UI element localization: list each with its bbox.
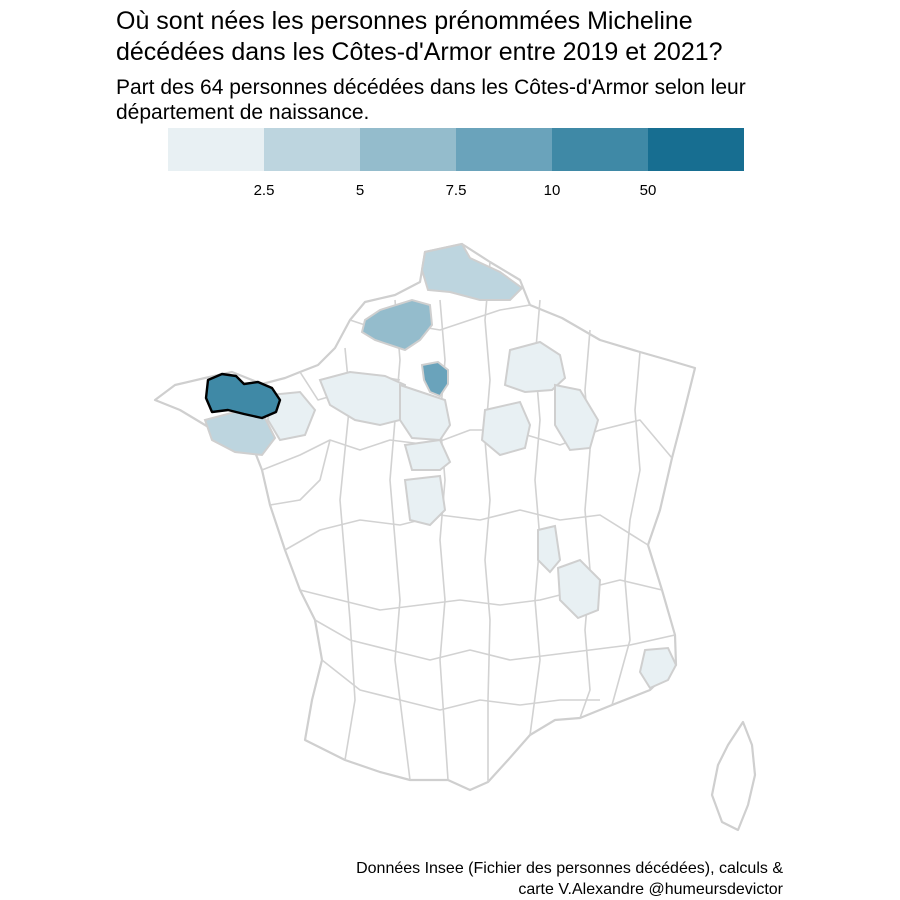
- department-yvelines: [420, 360, 449, 398]
- department-isere: [556, 558, 602, 620]
- map-title: Où sont nées les personnes prénommées Mi…: [116, 6, 876, 68]
- subtitle-line-2: département de naissance.: [116, 101, 370, 124]
- department-loiret: [399, 383, 452, 442]
- france-departments-map: [153, 242, 757, 832]
- department-creuse: [403, 474, 447, 527]
- department-haute-marne: [554, 383, 600, 452]
- title-line-1: Où sont nées les personnes prénommées Mi…: [116, 7, 693, 35]
- legend-swatch-6: [648, 128, 744, 171]
- map-subtitle: Part des 64 personnes décédées dans les …: [116, 75, 876, 125]
- department-cotes-d-armor: [204, 372, 282, 420]
- department-yonne: [480, 400, 532, 457]
- legend-tick: 5: [355, 182, 365, 199]
- legend-swatch-4: [456, 128, 552, 171]
- legend-swatch-3: [360, 128, 456, 171]
- department-morbihan: [203, 410, 277, 457]
- legend-tick: 50: [639, 182, 657, 199]
- title-line-2: décédées dans les Côtes-d'Armor entre 20…: [116, 38, 723, 66]
- color-legend: [168, 128, 744, 171]
- subtitle-line-1: Part des 64 personnes décédées dans les …: [116, 76, 746, 99]
- legend-tick: 7.5: [445, 182, 467, 199]
- legend-ticks: 2.5 5 7.5 10 50: [168, 182, 744, 202]
- source-caption: Données Insee (Fichier des personnes déc…: [356, 858, 783, 900]
- department-seine-maritime: [360, 298, 434, 352]
- department-marne: [503, 340, 567, 394]
- caption-line-2: carte V.Alexandre @humeursdevictor: [518, 881, 783, 898]
- department-alpes-maritimes: [638, 646, 678, 690]
- legend-swatch-1: [168, 128, 264, 171]
- caption-line-1: Données Insee (Fichier des personnes déc…: [356, 860, 783, 877]
- department-rhone: [537, 524, 562, 574]
- corsica-outline: [710, 720, 757, 832]
- legend-tick: 2.5: [253, 182, 275, 199]
- department-nord-pas-de-calais: [420, 242, 524, 301]
- department-cher: [403, 438, 452, 471]
- legend-swatch-2: [264, 128, 360, 171]
- legend-swatch-5: [552, 128, 648, 171]
- legend-tick: 10: [543, 182, 561, 199]
